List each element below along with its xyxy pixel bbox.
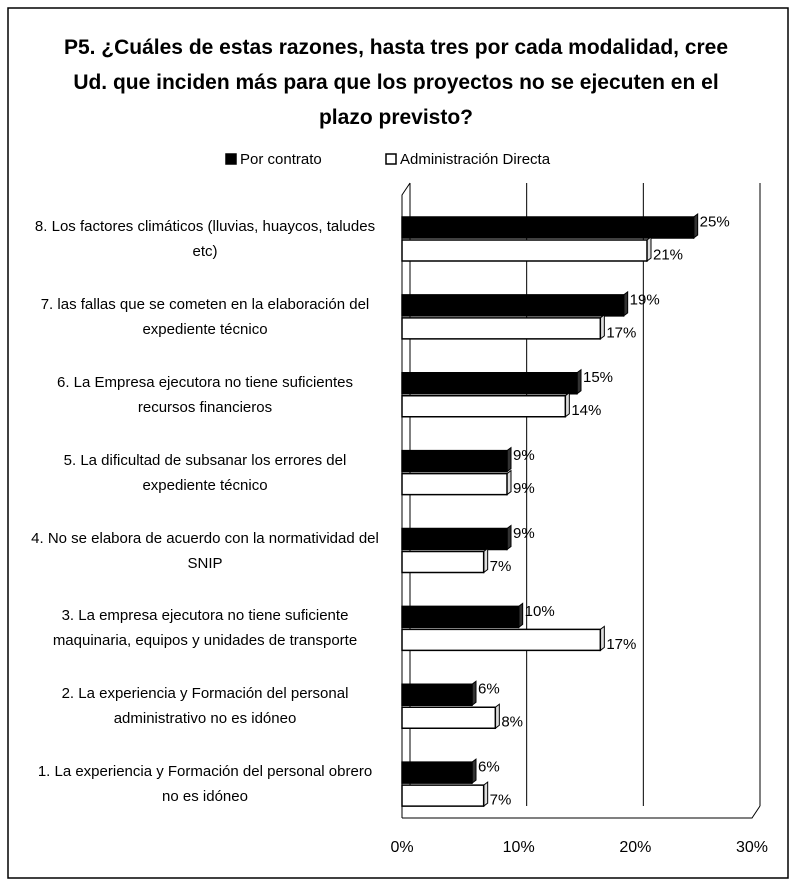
data-label: 19% — [630, 291, 660, 308]
data-label: 21% — [653, 246, 683, 263]
bar — [401, 216, 695, 239]
y-tick-label: 4. No se elabora de acuerdo con la norma… — [31, 529, 379, 572]
data-label: 7% — [490, 558, 512, 575]
x-tick-label: 0% — [390, 839, 413, 856]
data-label: 15% — [583, 369, 613, 386]
data-label: 6% — [478, 759, 500, 776]
data-label: 17% — [606, 324, 636, 341]
y-tick-label: 7. las fallas que se cometen en la elabo… — [40, 295, 370, 338]
y-tick-label: 1. La experiencia y Formación del person… — [37, 763, 373, 806]
plot-floor — [402, 805, 761, 819]
bar — [401, 605, 520, 629]
data-label: 9% — [513, 480, 535, 497]
bar — [401, 395, 567, 418]
x-tick-label: 20% — [619, 839, 651, 856]
y-tick-label: 5. La dificultad de subsanar los errores… — [63, 451, 347, 494]
bar — [401, 449, 508, 473]
y-tick-label: 3. La empresa ejecutora no tiene suficie… — [52, 607, 358, 650]
data-label: 6% — [478, 681, 500, 698]
bar — [401, 527, 508, 551]
x-tick-label: 10% — [503, 839, 535, 856]
y-tick-label: 6. La Empresa ejecutora no tiene suficie… — [56, 373, 353, 416]
bar — [401, 294, 625, 317]
chart-frame — [7, 7, 789, 879]
data-label: 17% — [606, 636, 636, 653]
y-tick-label: 2. La experiencia y Formación del person… — [61, 685, 349, 728]
data-label: 25% — [700, 213, 730, 230]
bar — [401, 472, 508, 496]
bar — [401, 317, 602, 340]
data-label: 9% — [513, 447, 535, 464]
x-tick-label: 30% — [736, 839, 768, 856]
bar — [401, 683, 473, 706]
data-label: 9% — [513, 525, 535, 542]
data-label: 14% — [571, 402, 601, 419]
title-box: P5. ¿Cuáles de estas razones, hasta tres… — [63, 36, 729, 129]
bar — [401, 761, 473, 784]
bar — [401, 550, 485, 574]
y-tick-label: 8. Los factores climáticos (lluvias, hua… — [34, 218, 376, 260]
legend-swatch — [225, 153, 237, 165]
bar — [401, 628, 602, 652]
bar — [401, 372, 578, 395]
legend-label: Por contrato — [240, 151, 322, 168]
data-label: 10% — [525, 603, 555, 620]
bar — [401, 239, 648, 262]
data-label: 7% — [490, 792, 512, 809]
chart-title: P5. ¿Cuáles de estas razones, hasta tres… — [63, 36, 729, 129]
bar — [401, 706, 497, 729]
data-label: 8% — [501, 714, 523, 731]
legend-label: Administración Directa — [400, 151, 551, 168]
legend-swatch — [385, 153, 397, 165]
bar — [401, 784, 485, 807]
